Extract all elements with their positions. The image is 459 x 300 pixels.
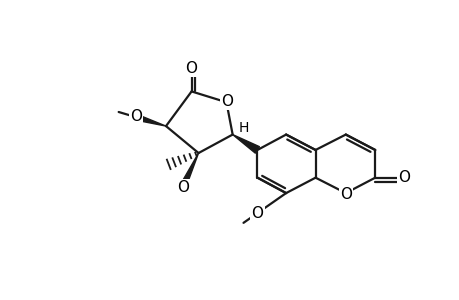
Text: H: H (239, 121, 249, 135)
Text: O: O (397, 170, 409, 185)
Polygon shape (134, 114, 166, 126)
Text: O: O (339, 187, 351, 202)
Text: O: O (221, 94, 233, 109)
Text: O: O (185, 61, 197, 76)
Polygon shape (232, 135, 259, 153)
Polygon shape (180, 153, 198, 188)
Text: O: O (129, 110, 141, 124)
Text: O: O (177, 180, 189, 195)
Text: O: O (251, 206, 263, 220)
